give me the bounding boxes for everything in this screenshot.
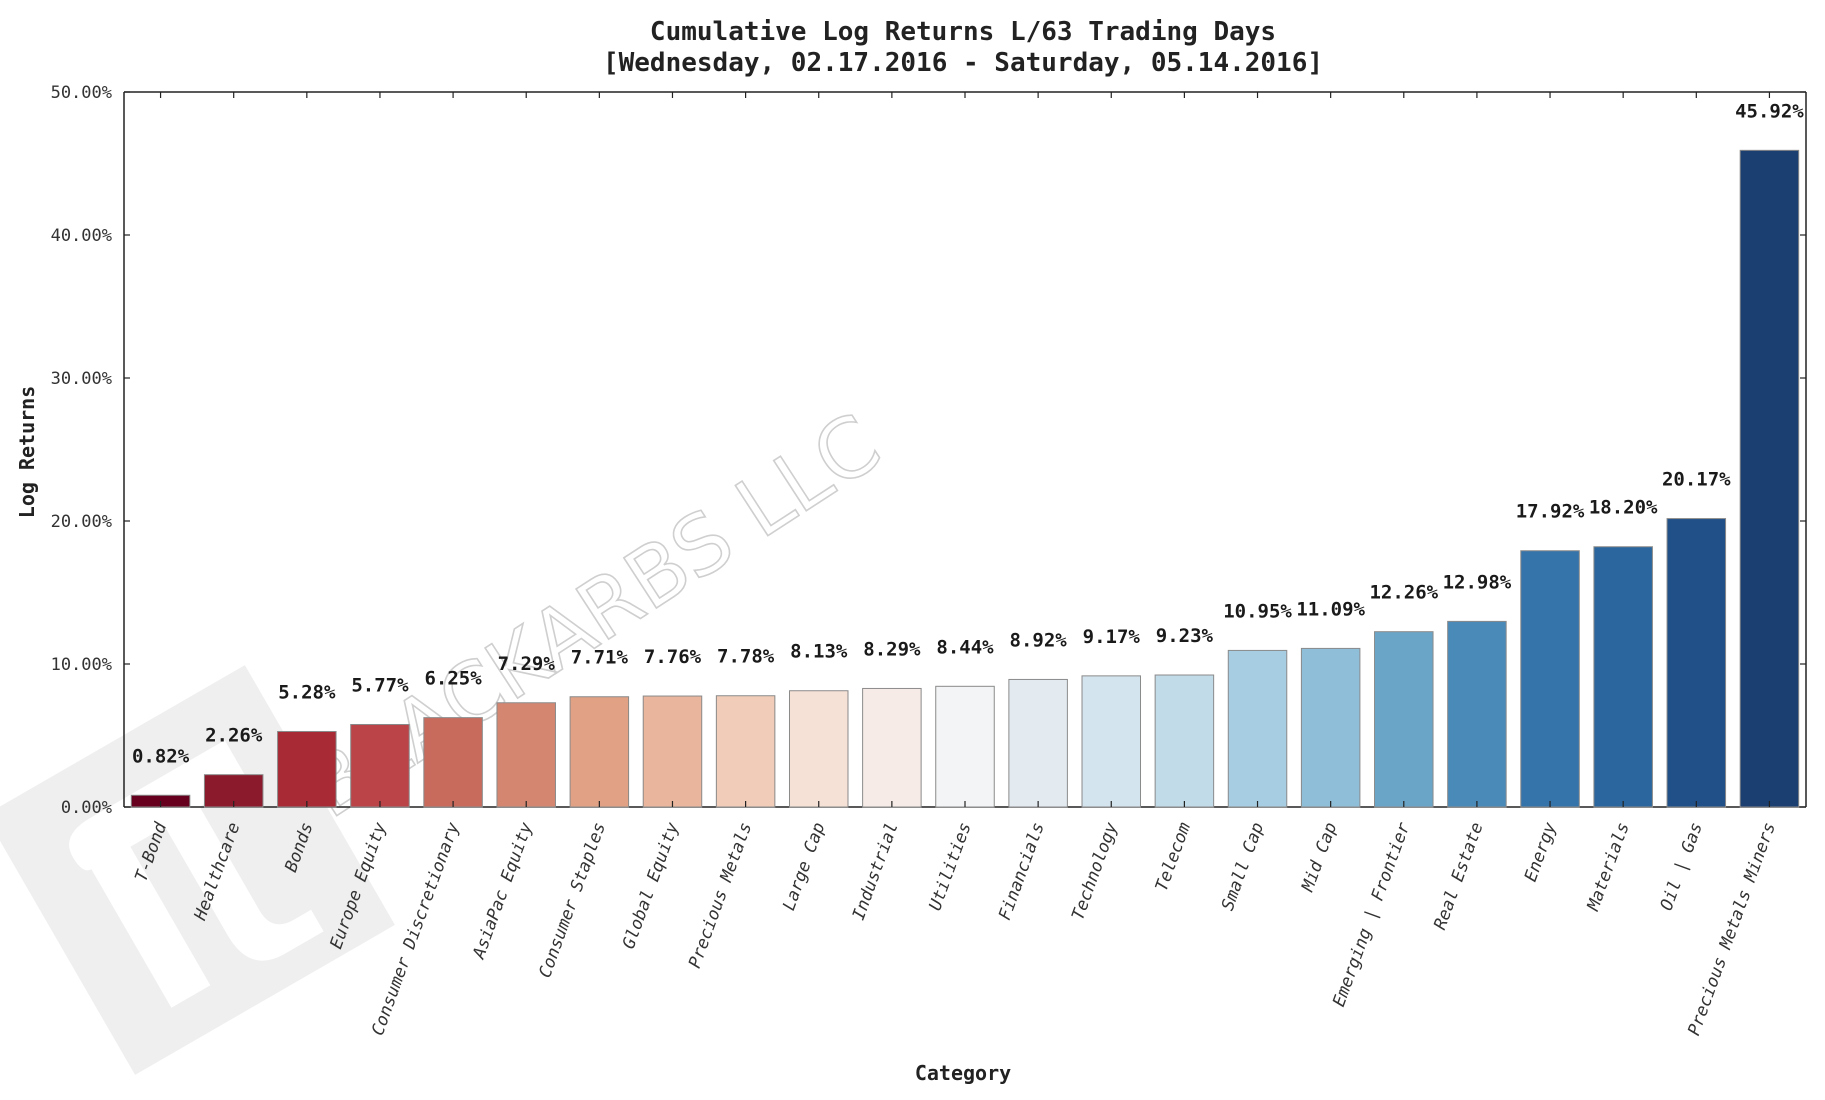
x-tick-label: Technology [1068, 819, 1122, 923]
x-tick-label: Energy [1521, 819, 1561, 884]
bar [1227, 649, 1288, 808]
y-tick-label: 30.00% [51, 369, 112, 389]
bar [1447, 620, 1507, 808]
bar [423, 717, 483, 808]
data-label: 17.92% [1516, 501, 1585, 523]
y-tick-label: 20.00% [51, 512, 112, 532]
bar [569, 696, 630, 808]
bar [350, 723, 410, 808]
x-tick-label: AsiaPac Equity [469, 819, 537, 962]
y-tick-label: 40.00% [51, 226, 112, 246]
data-label: 18.20% [1589, 497, 1658, 519]
data-label: 6.25% [424, 668, 482, 690]
x-tick-label: Emerging | Frontier [1329, 819, 1415, 1009]
x-tick-label: Consumer Staples [535, 820, 610, 981]
x-tick-label: Materials [1583, 820, 1634, 914]
data-label: 9.23% [1156, 625, 1214, 647]
data-label: 8.44% [936, 636, 994, 658]
data-label: 5.77% [351, 674, 409, 696]
bar [715, 695, 776, 808]
y-tick-label: 50.00% [51, 83, 112, 103]
bar [1300, 647, 1361, 808]
y-tick-label: 0.00% [61, 798, 112, 818]
bar [788, 690, 849, 808]
data-label: 45.92% [1735, 100, 1804, 122]
x-tick-label: Oil | Gas [1657, 820, 1707, 913]
y-axis-title: Log Returns [15, 386, 39, 518]
data-label: 7.29% [498, 653, 556, 675]
data-label: 8.29% [863, 638, 921, 660]
chart-subtitle: [Wednesday, 02.17.2016 - Saturday, 05.14… [603, 48, 1323, 78]
x-tick-label: Real Estate [1430, 820, 1487, 933]
data-label: 0.82% [132, 745, 190, 767]
x-tick-label: Small Cap [1218, 820, 1268, 913]
data-label: 11.09% [1296, 598, 1365, 620]
bar [1739, 149, 1800, 808]
x-tick-label: Large Cap [779, 820, 829, 913]
x-tick-label: Mid Cap [1298, 820, 1342, 895]
bar [496, 702, 556, 808]
bar [1081, 675, 1142, 808]
data-label: 10.95% [1223, 600, 1292, 622]
bar [1593, 546, 1653, 808]
data-label: 12.98% [1443, 571, 1512, 593]
bar [1008, 678, 1068, 808]
x-tick-label: Telecom [1152, 820, 1195, 894]
data-label: 20.17% [1662, 469, 1731, 491]
data-label: 7.78% [717, 646, 775, 668]
data-label: 5.28% [278, 681, 336, 703]
bar [862, 687, 922, 808]
bar [1666, 518, 1727, 808]
bar [277, 730, 337, 808]
data-label: 2.26% [205, 725, 263, 747]
x-tick-label: Financials [995, 820, 1049, 923]
data-label: 12.26% [1369, 582, 1438, 604]
chart-title: Cumulative Log Returns L/63 Trading Days [650, 17, 1276, 47]
x-tick-label: Global Equity [619, 819, 684, 952]
y-tick-label: 10.00% [51, 655, 112, 675]
x-axis-title: Category [915, 1061, 1011, 1085]
x-tick-label: Utilities [925, 820, 975, 913]
bar [1520, 550, 1580, 808]
x-tick-label: Precious Metals [685, 820, 756, 971]
bars: 0.82% 2.26% 5.28% 5.77% 6.25% 7.29% 7.71% 7.76%… [130, 100, 1804, 808]
data-label: 9.17% [1083, 626, 1141, 648]
bar [642, 695, 703, 808]
bar [1374, 631, 1434, 808]
bar [1154, 674, 1215, 808]
data-label: 8.92% [1010, 629, 1068, 651]
bar [935, 685, 995, 808]
x-tick-label: Precious Metals Miners [1684, 820, 1780, 1038]
x-tick-label: Industrial [849, 820, 903, 923]
y-ticks: 0.00% 10.00% 20.00% 30.00% 40.00% 50.00% [51, 83, 1806, 818]
data-label: 7.76% [644, 646, 702, 668]
data-label: 7.71% [571, 647, 629, 669]
data-label: 8.13% [790, 641, 848, 663]
